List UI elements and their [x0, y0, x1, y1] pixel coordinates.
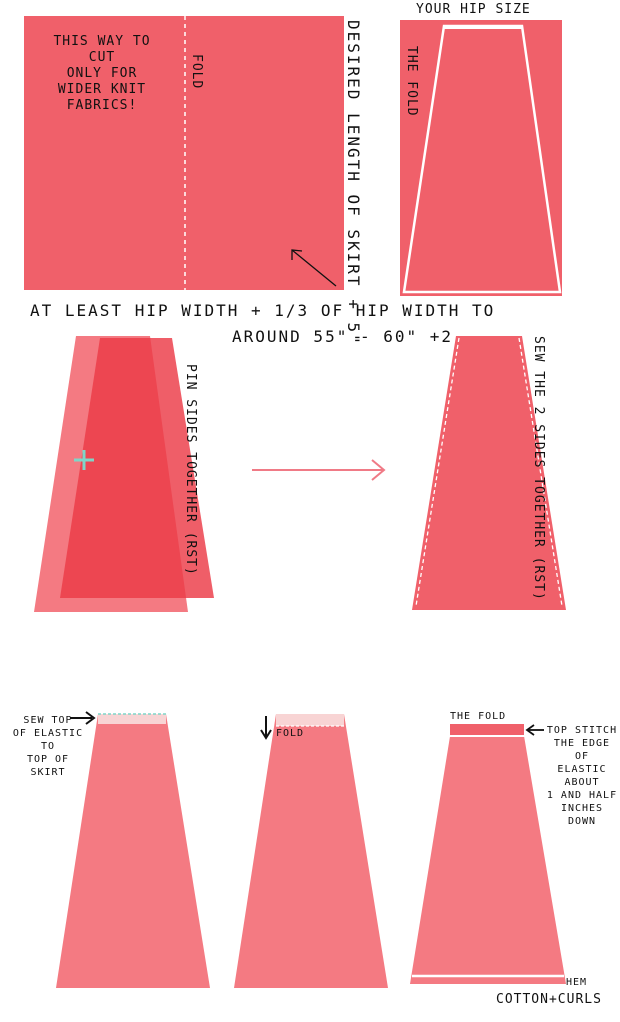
- hip-size-label: YOUR HIP SIZE: [416, 2, 531, 17]
- fold-label-step4: FOLD: [276, 728, 305, 739]
- length-arrow-line: [291, 249, 337, 287]
- sew-top-label: SEW TOP OF ELASTIC TO TOP OF SKIRT: [12, 715, 84, 778]
- skirt-panel-front: [60, 338, 214, 598]
- next-step-arrow-head: [371, 459, 386, 481]
- fold-label-step2: THE FOLD: [404, 46, 419, 117]
- skirt-step4b: [234, 714, 388, 988]
- sew-sides-label: SEW THE 2 SIDES TOGETHER (RST): [531, 336, 546, 601]
- sewn-skirt: [412, 336, 566, 610]
- topstitch-label: TOP STITCH THE EDGE OF ELASTIC ABOUT 1 A…: [546, 725, 618, 827]
- elastic-strip-a: [98, 714, 166, 724]
- width-label-line2: AROUND 55" - 60" +2: [232, 327, 454, 346]
- width-label-line1: AT LEAST HIP WIDTH + 1/3 OF HIP WIDTH TO: [30, 301, 496, 320]
- seam-right: [518, 337, 563, 607]
- pin-sides-label: PIN SIDES TOGETHER (RST): [183, 364, 198, 576]
- hem-label: HEM: [566, 977, 588, 988]
- fabric-rectangle: [24, 16, 344, 290]
- credit-logo: COTTON+CURLS: [496, 992, 602, 1007]
- elastic-strip-b: [276, 714, 344, 726]
- length-arrow-head: [291, 249, 303, 260]
- seam-left: [415, 337, 460, 607]
- folded-waistband: [450, 724, 524, 736]
- fold-arrow-head: [260, 729, 272, 740]
- the-fold-label: THE FOLD: [450, 711, 507, 722]
- cut-note: THIS WAY TO CUT ONLY FOR WIDER KNIT FABR…: [53, 34, 151, 113]
- sew-top-arrow-head: [85, 711, 96, 725]
- topstitch-arrow-head: [525, 724, 535, 736]
- skirt-step4c: [410, 724, 566, 984]
- fold-label-step1: FOLD: [189, 54, 204, 90]
- length-label: DESIRED LENGTH OF SKIRT + 5": [344, 20, 363, 346]
- folded-fabric: [400, 20, 562, 296]
- skirt-step4a: [56, 714, 210, 988]
